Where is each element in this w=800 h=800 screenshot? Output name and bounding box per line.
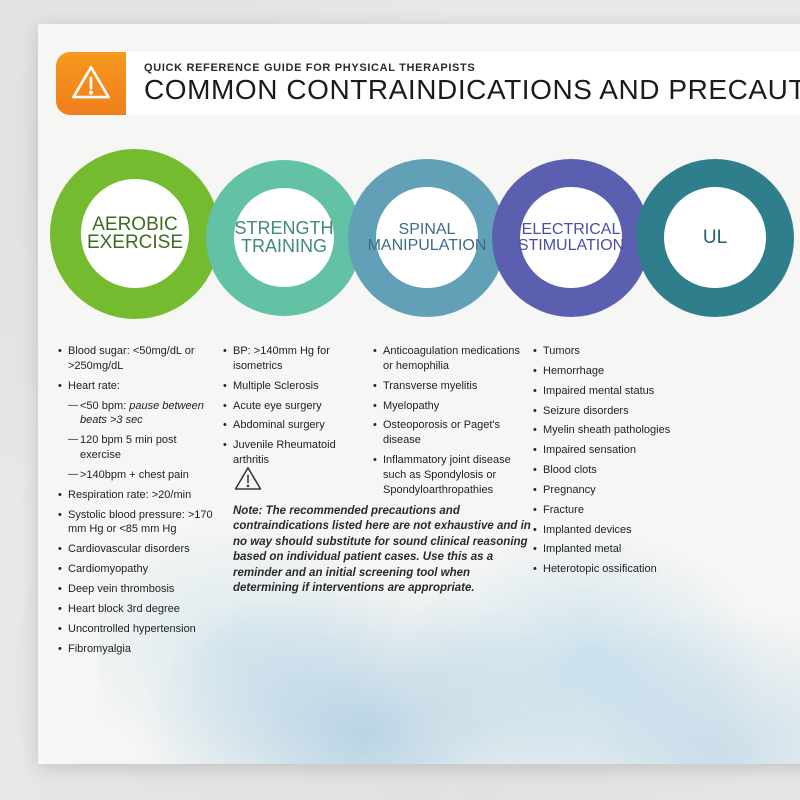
list-item: Hemorrhage xyxy=(533,364,683,379)
list-item: Transverse myelitis xyxy=(373,379,523,394)
header-text: QUICK REFERENCE GUIDE FOR PHYSICAL THERA… xyxy=(126,52,800,115)
list-item: Respiration rate: >20/min xyxy=(58,488,213,503)
list-item: Multiple Sclerosis xyxy=(223,379,363,394)
list-item: Implanted metal xyxy=(533,542,683,557)
list-item: Systolic blood pressure: >170 mm Hg or <… xyxy=(58,508,213,538)
list-item: 120 bpm 5 min post exercise xyxy=(58,433,213,463)
list-item: Uncontrolled hypertension xyxy=(58,622,213,637)
list-item: <50 bpm: pause between beats >3 sec xyxy=(58,399,213,429)
list-item: Acute eye surgery xyxy=(223,399,363,414)
header: QUICK REFERENCE GUIDE FOR PHYSICAL THERA… xyxy=(56,52,800,115)
list-item: Osteoporosis or Paget's disease xyxy=(373,418,523,448)
category-ring: AEROBICEXERCISE xyxy=(50,149,220,319)
list-item: Impaired sensation xyxy=(533,443,683,458)
list-item: Myelin sheath pathologies xyxy=(533,423,683,438)
note-box: Note: The recommended precautions and co… xyxy=(233,464,533,597)
category-ring: UL xyxy=(636,159,794,317)
header-accent xyxy=(56,52,126,115)
list-item: Heterotopic ossification xyxy=(533,562,683,577)
list-item: Implanted devices xyxy=(533,523,683,538)
list-item: BP: >140mm Hg for isometrics xyxy=(223,344,363,374)
category-ring-label: UL xyxy=(703,229,727,247)
list-item: Heart block 3rd degree xyxy=(58,602,213,617)
category-ring-label: ELECTRICALSTIMULATION xyxy=(518,222,624,252)
list-item: Cardiomyopathy xyxy=(58,562,213,577)
category-rings: AEROBICEXERCISE STRENGTHTRAINING SPINALMAN… xyxy=(50,155,800,319)
list-item: Seizure disorders xyxy=(533,404,683,419)
list-item: Pregnancy xyxy=(533,483,683,498)
list-item: Cardiovascular disorders xyxy=(58,542,213,557)
list-item: Impaired mental status xyxy=(533,384,683,399)
reference-card: QUICK REFERENCE GUIDE FOR PHYSICAL THERA… xyxy=(38,24,800,764)
column: Blood sugar: <50mg/dL or >250mg/dL Heart … xyxy=(58,344,223,661)
note-text: Note: The recommended precautions and co… xyxy=(233,504,533,597)
list-item: Blood sugar: <50mg/dL or >250mg/dL xyxy=(58,344,213,374)
category-ring-label: SPINALMANIPULATION xyxy=(368,222,487,252)
header-title: COMMON CONTRAINDICATIONS AND PRECAUTIONS xyxy=(144,75,800,104)
category-ring-label: AEROBICEXERCISE xyxy=(87,216,183,252)
list-item: Anticoagulation medications or hemophili… xyxy=(373,344,523,374)
list-item: Heart rate: xyxy=(58,379,213,394)
list-item: Fibromyalgia xyxy=(58,642,213,657)
category-ring: ELECTRICALSTIMULATION xyxy=(492,159,650,317)
column: Tumors Hemorrhage Impaired mental status Se… xyxy=(533,344,693,661)
list-item: >140bpm + chest pain xyxy=(58,468,213,483)
warning-icon xyxy=(233,464,263,494)
warning-icon xyxy=(70,62,112,104)
list-item: Myelopathy xyxy=(373,399,523,414)
category-ring-label: STRENGTHTRAINING xyxy=(235,220,334,254)
list-item: Tumors xyxy=(533,344,683,359)
list-item: Deep vein thrombosis xyxy=(58,582,213,597)
category-ring: SPINALMANIPULATION xyxy=(348,159,506,317)
list-item: Fracture xyxy=(533,503,683,518)
list-item: Blood clots xyxy=(533,463,683,478)
category-ring: STRENGTHTRAINING xyxy=(206,160,362,316)
list-item: Abdominal surgery xyxy=(223,418,363,433)
